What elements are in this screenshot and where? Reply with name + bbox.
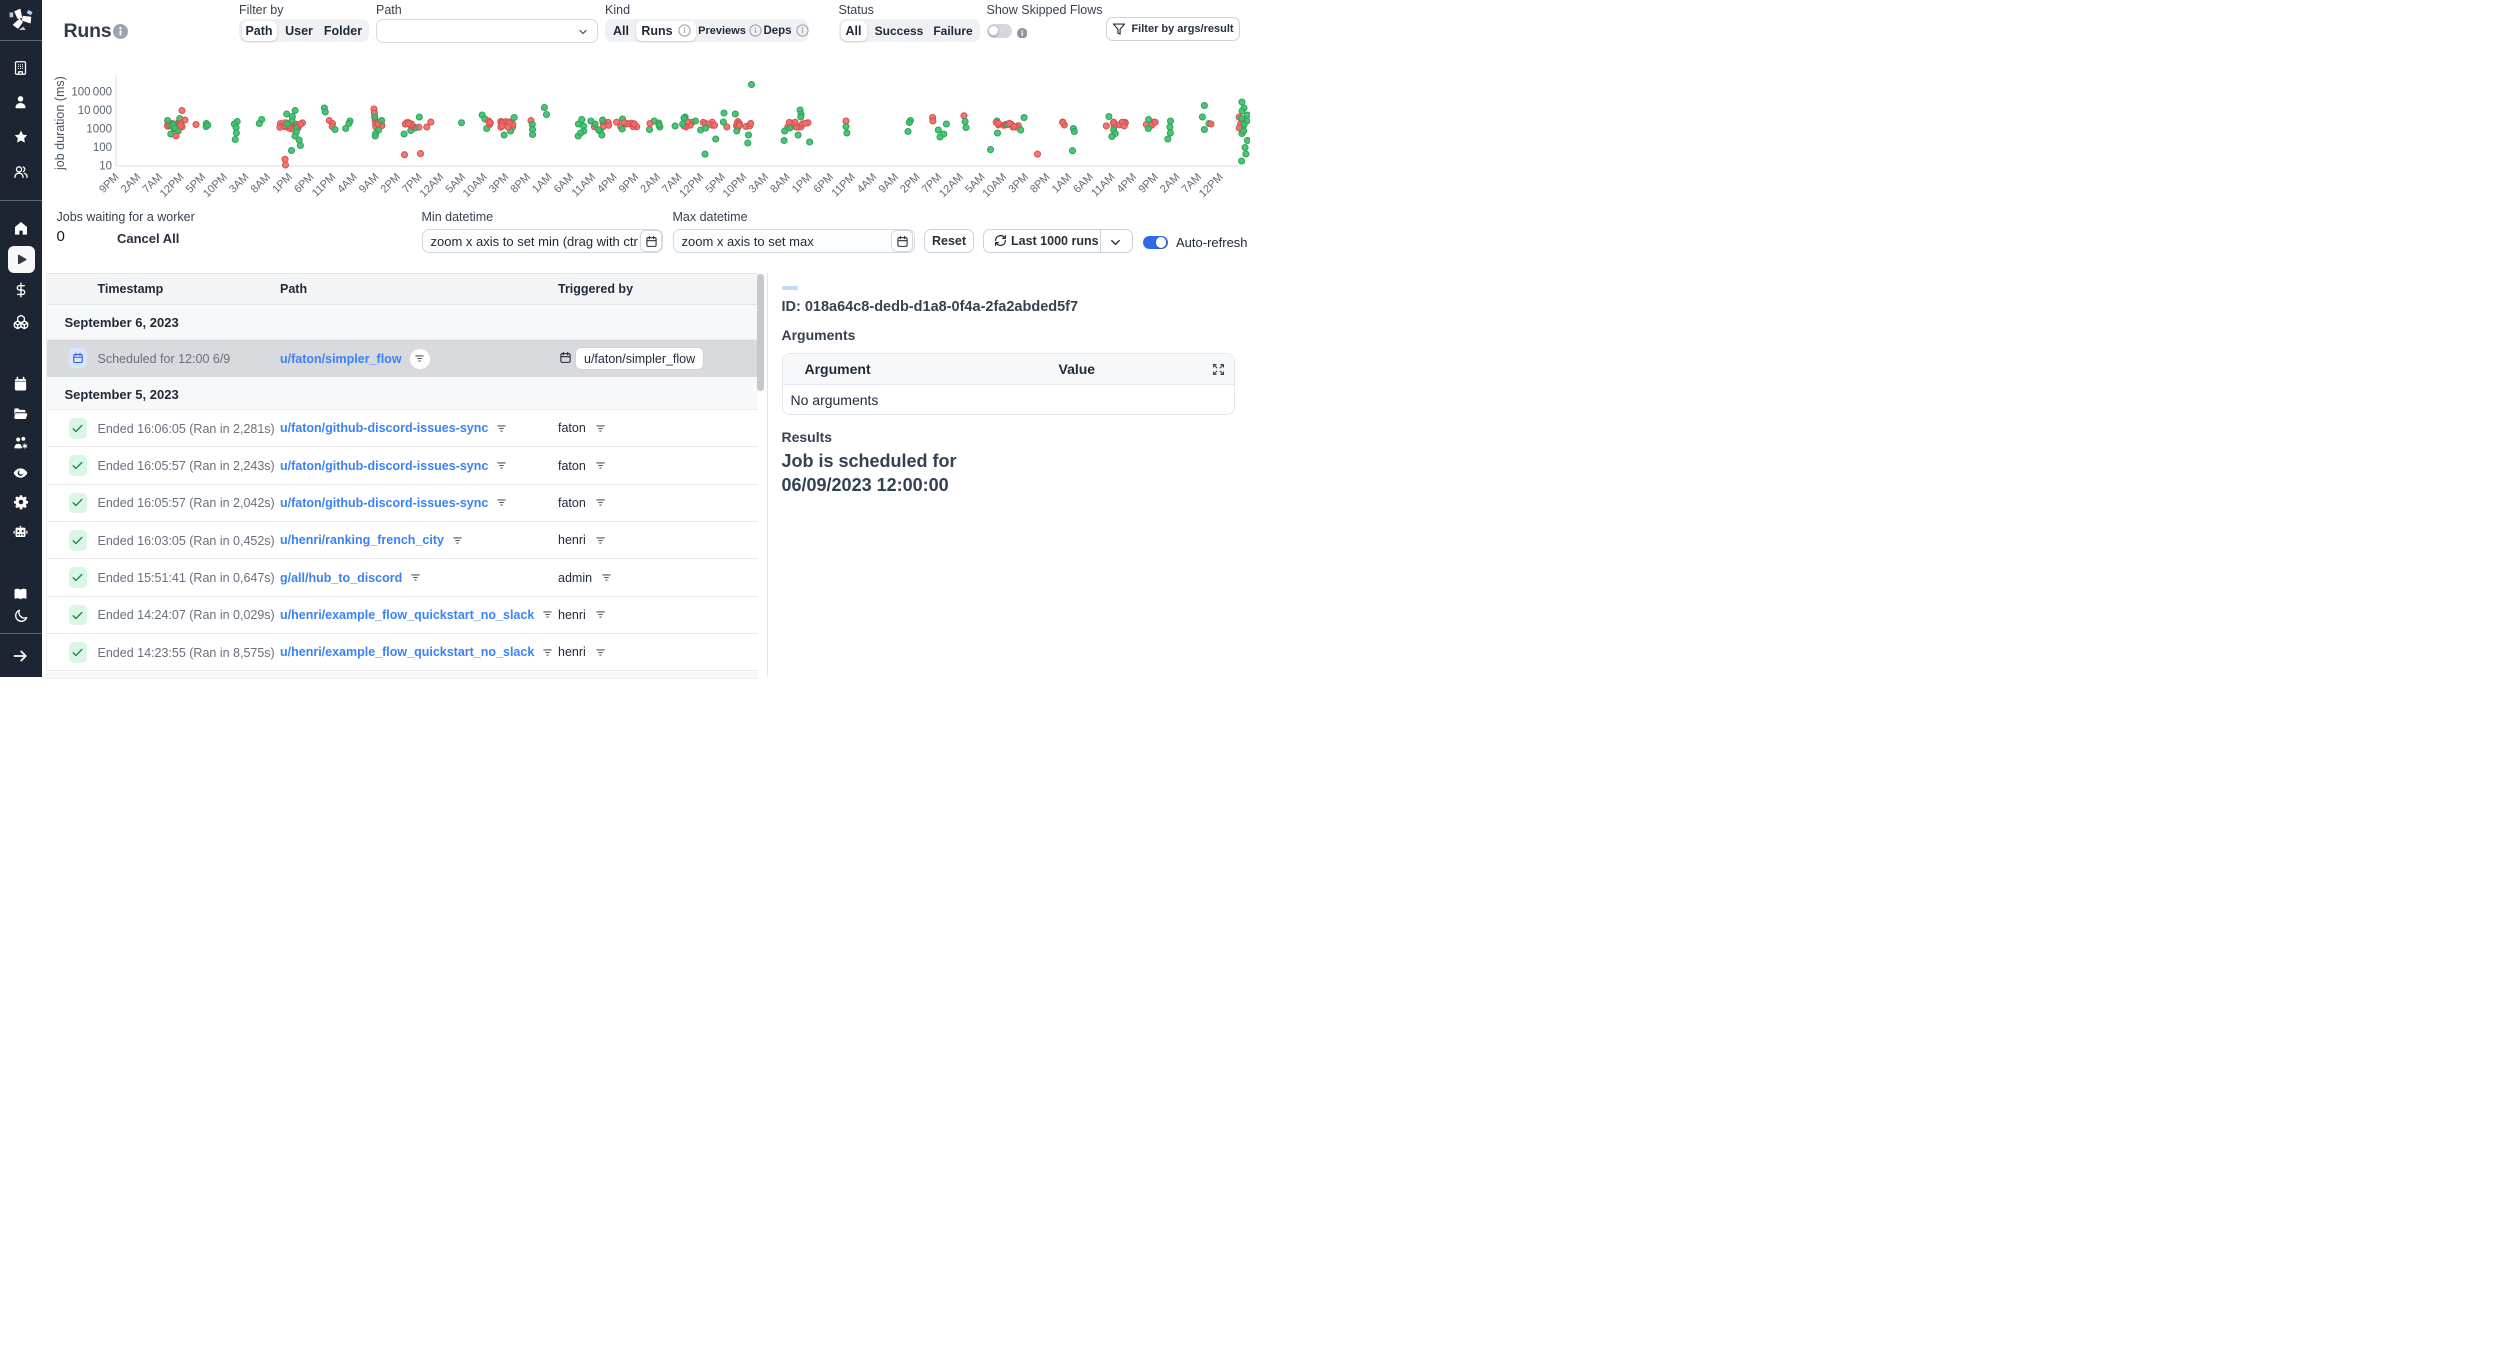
svg-text:11PM: 11PM (829, 171, 857, 199)
svg-text:10AM: 10AM (461, 171, 490, 200)
svg-text:8PM: 8PM (508, 171, 532, 195)
svg-text:4PM: 4PM (595, 171, 619, 195)
svg-text:100 000: 100 000 (71, 87, 112, 99)
svg-text:job duration (ms): job duration (ms) (53, 76, 67, 171)
svg-text:2PM: 2PM (898, 171, 922, 195)
svg-text:9PM: 9PM (617, 171, 641, 195)
svg-text:11AM: 11AM (1089, 171, 1117, 199)
svg-text:3AM: 3AM (227, 171, 251, 195)
svg-text:3PM: 3PM (1006, 171, 1030, 195)
svg-text:8AM: 8AM (768, 171, 792, 195)
svg-text:12AM: 12AM (937, 171, 966, 200)
svg-text:10: 10 (99, 161, 112, 173)
svg-text:12PM: 12PM (158, 171, 187, 200)
svg-text:1AM: 1AM (530, 171, 554, 195)
svg-text:9PM: 9PM (1136, 171, 1160, 195)
svg-text:3AM: 3AM (747, 171, 771, 195)
svg-text:1PM: 1PM (790, 171, 814, 195)
svg-text:9PM: 9PM (97, 171, 121, 195)
svg-text:3PM: 3PM (487, 171, 511, 195)
svg-text:100: 100 (93, 142, 112, 154)
svg-text:1AM: 1AM (1050, 171, 1074, 195)
svg-text:10AM: 10AM (980, 171, 1009, 200)
svg-text:4PM: 4PM (1115, 171, 1139, 195)
svg-text:9AM: 9AM (357, 171, 381, 195)
svg-text:10 000: 10 000 (78, 105, 112, 117)
svg-text:2PM: 2PM (379, 171, 403, 195)
svg-text:12AM: 12AM (418, 171, 447, 200)
svg-text:10PM: 10PM (721, 171, 750, 200)
svg-text:8PM: 8PM (1028, 171, 1052, 195)
svg-text:2AM: 2AM (1158, 171, 1182, 195)
svg-text:4AM: 4AM (855, 171, 879, 195)
svg-text:11PM: 11PM (310, 171, 338, 199)
svg-text:1PM: 1PM (270, 171, 294, 195)
svg-text:11AM: 11AM (570, 171, 598, 199)
svg-text:9AM: 9AM (877, 171, 901, 195)
svg-text:10PM: 10PM (201, 171, 230, 200)
svg-text:2AM: 2AM (638, 171, 662, 195)
svg-text:12PM: 12PM (1197, 171, 1226, 200)
svg-text:1000: 1000 (86, 124, 112, 136)
svg-text:12PM: 12PM (677, 171, 706, 200)
svg-text:8AM: 8AM (249, 171, 273, 195)
svg-text:2AM: 2AM (119, 171, 143, 195)
svg-text:4AM: 4AM (335, 171, 359, 195)
